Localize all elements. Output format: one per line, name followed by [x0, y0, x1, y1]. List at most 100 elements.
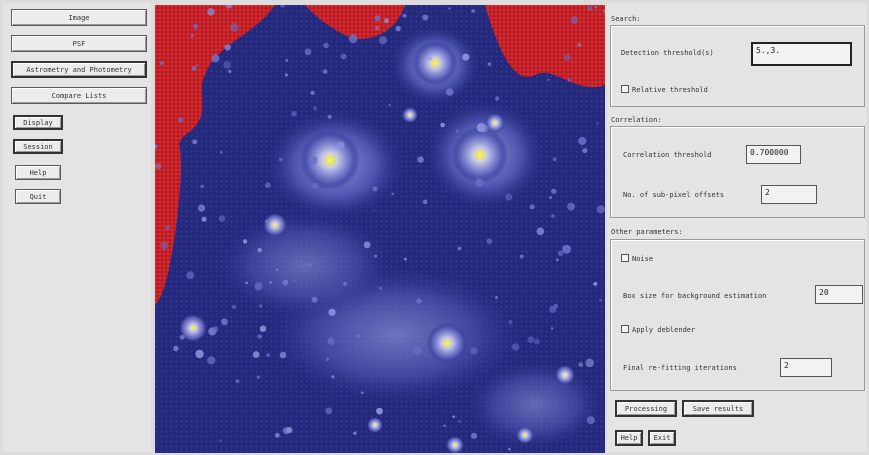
relative-threshold-checkbox[interactable]: Relative threshold: [621, 85, 708, 94]
box-size-input[interactable]: 20: [815, 285, 863, 304]
faint-source: [307, 262, 312, 267]
faint-source: [443, 424, 446, 428]
faint-source: [192, 139, 198, 145]
faint-source: [593, 282, 598, 286]
other-parameters-section-label: Other parameters:: [611, 228, 683, 236]
faint-source: [259, 325, 267, 332]
star-10: [367, 417, 383, 433]
subpixel-offsets-input[interactable]: 2: [761, 185, 817, 204]
faint-source: [235, 379, 240, 384]
correlation-threshold-label: Correlation threshold: [623, 151, 712, 159]
faint-source: [265, 182, 271, 188]
faint-source: [378, 36, 387, 45]
faint-source: [567, 202, 575, 211]
faint-source: [211, 54, 220, 63]
faint-source: [257, 334, 262, 339]
save-results-button[interactable]: Save results: [682, 400, 754, 417]
faint-source: [475, 178, 484, 187]
quit-button[interactable]: Quit: [15, 189, 61, 204]
psf-button[interactable]: PSF: [11, 35, 147, 52]
star-11: [516, 426, 534, 444]
star-0: [413, 41, 457, 85]
faint-source: [177, 117, 184, 123]
faint-source: [284, 73, 288, 77]
faint-source: [223, 61, 231, 69]
faint-source: [536, 227, 545, 236]
image-button[interactable]: Image: [11, 9, 147, 26]
other-parameters-frame: [610, 239, 865, 391]
faint-source: [179, 334, 185, 340]
faint-source: [596, 205, 605, 214]
faint-source: [313, 106, 317, 111]
faint-source: [570, 16, 579, 24]
faint-source: [552, 157, 557, 162]
star-8: [555, 365, 575, 385]
faint-source: [195, 349, 204, 359]
faint-source: [577, 42, 582, 48]
faint-source: [549, 306, 557, 313]
compare-lists-button[interactable]: Compare Lists: [11, 87, 147, 104]
astronomical-image-view[interactable]: [155, 5, 605, 453]
correlation-threshold-input[interactable]: 0.700000: [746, 145, 801, 164]
faint-source: [578, 362, 584, 367]
faint-source: [448, 7, 451, 10]
faint-source: [252, 351, 260, 358]
faint-source: [547, 78, 550, 81]
faint-source: [173, 345, 179, 352]
faint-source: [375, 26, 380, 31]
faint-source: [455, 129, 459, 133]
faint-source: [280, 5, 286, 8]
faint-source: [391, 192, 395, 196]
faint-source: [278, 157, 283, 162]
left-menu-panel: Image PSF Astrometry and Photometry Comp…: [3, 3, 151, 452]
faint-source: [404, 257, 407, 261]
session-button[interactable]: Session: [13, 139, 63, 154]
help-button-left[interactable]: Help: [15, 165, 61, 180]
faint-source: [231, 305, 236, 309]
faint-source: [219, 151, 223, 154]
faint-source: [596, 122, 599, 125]
star-4: [179, 314, 207, 342]
faint-source: [440, 122, 445, 128]
faint-source: [225, 5, 233, 9]
faint-source: [279, 351, 287, 359]
faint-source: [343, 281, 347, 286]
apply-deblender-checkbox[interactable]: Apply deblender: [621, 325, 695, 334]
faint-source: [587, 6, 593, 11]
exit-button[interactable]: Exit: [648, 430, 676, 446]
star-7: [402, 107, 418, 123]
faint-source: [310, 90, 315, 96]
star-3: [427, 323, 467, 363]
faint-source: [353, 431, 357, 435]
processing-button[interactable]: Processing: [615, 400, 677, 417]
refitting-iterations-input[interactable]: 2: [780, 358, 832, 377]
faint-source: [507, 447, 511, 451]
star-1: [300, 130, 360, 190]
help-button-right[interactable]: Help: [615, 430, 643, 446]
faint-source: [257, 247, 262, 253]
display-button[interactable]: Display: [13, 115, 63, 130]
detection-threshold-input[interactable]: 5.,3.: [751, 42, 852, 66]
faint-source: [322, 69, 328, 74]
faint-source: [193, 23, 198, 29]
star-9: [446, 436, 464, 453]
faint-source: [529, 204, 535, 210]
faint-source: [254, 282, 263, 291]
detection-threshold-label: Detection threshold(s): [621, 49, 714, 57]
faint-source: [585, 358, 594, 368]
faint-source: [550, 327, 554, 330]
faint-source: [395, 26, 401, 32]
faint-source: [326, 357, 330, 361]
astrometry-photometry-button[interactable]: Astrometry and Photometry: [11, 61, 147, 78]
faint-source: [160, 241, 169, 250]
faint-source: [228, 69, 232, 74]
faint-source: [197, 204, 206, 212]
star-5: [263, 213, 287, 237]
faint-source: [201, 216, 207, 222]
faint-source: [155, 144, 158, 149]
box-size-label: Box size for background estimation: [623, 292, 767, 300]
noise-checkbox[interactable]: Noise: [621, 254, 653, 263]
faint-source: [212, 326, 219, 333]
faint-source: [327, 114, 332, 119]
